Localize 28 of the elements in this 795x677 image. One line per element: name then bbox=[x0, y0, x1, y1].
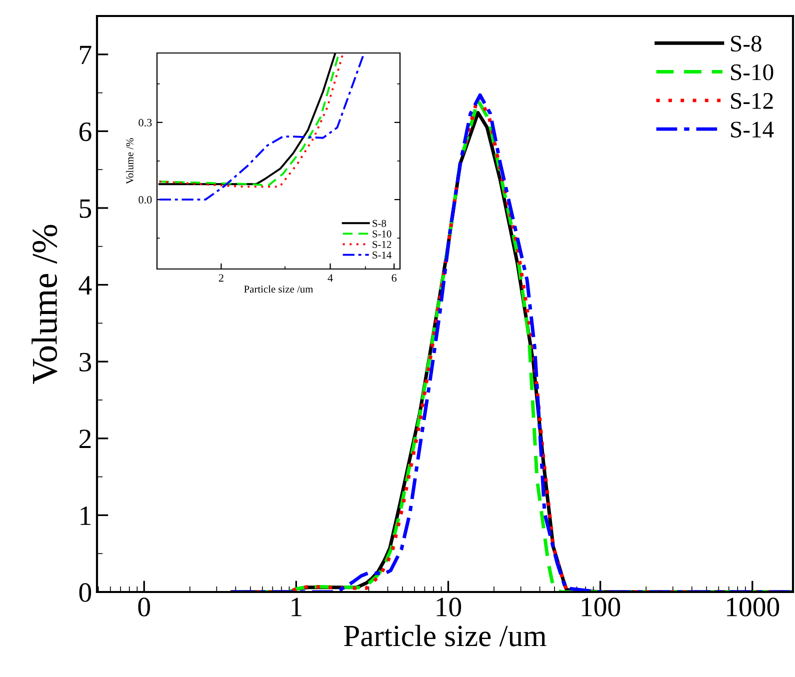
legend-label: S-14 bbox=[731, 122, 774, 138]
y-tick-label: 0 bbox=[79, 583, 92, 602]
x-tick-label: 4 bbox=[328, 274, 333, 282]
legend-label: S-10 bbox=[372, 230, 392, 238]
legend-label: S-8 bbox=[372, 220, 386, 227]
legend-label: S-12 bbox=[372, 241, 392, 248]
x-tick-label: 100 bbox=[582, 598, 620, 616]
x-tick-label: 1 bbox=[292, 598, 302, 616]
y-tick-label: 0.3 bbox=[138, 118, 152, 126]
y-tick-label: 2 bbox=[79, 430, 91, 448]
x-tick-label: 1000 bbox=[727, 598, 780, 616]
y-tick-label: 3 bbox=[80, 352, 92, 372]
y-tick-label: 0.0 bbox=[138, 196, 152, 204]
x-axis-title: Particle size /um bbox=[344, 624, 546, 646]
x-tick-label: 6 bbox=[392, 274, 397, 282]
y-tick-label: 1 bbox=[80, 506, 90, 525]
legend-label: S-8 bbox=[731, 36, 762, 52]
y-axis-title: Volume /% bbox=[126, 138, 134, 184]
legend-label: S-12 bbox=[731, 93, 773, 109]
legend-label: S-10 bbox=[731, 64, 774, 80]
x-tick-label: 10 bbox=[436, 598, 462, 616]
y-axis-title: Volume /% bbox=[32, 224, 58, 384]
y-tick-label: 5 bbox=[80, 199, 92, 218]
y-tick-label: 6 bbox=[79, 122, 92, 142]
x-axis-title: Particle size /um bbox=[244, 285, 314, 293]
y-tick-label: 7 bbox=[80, 46, 92, 64]
x-tick-label: 2 bbox=[218, 274, 224, 282]
legend-label: S-14 bbox=[372, 252, 392, 259]
